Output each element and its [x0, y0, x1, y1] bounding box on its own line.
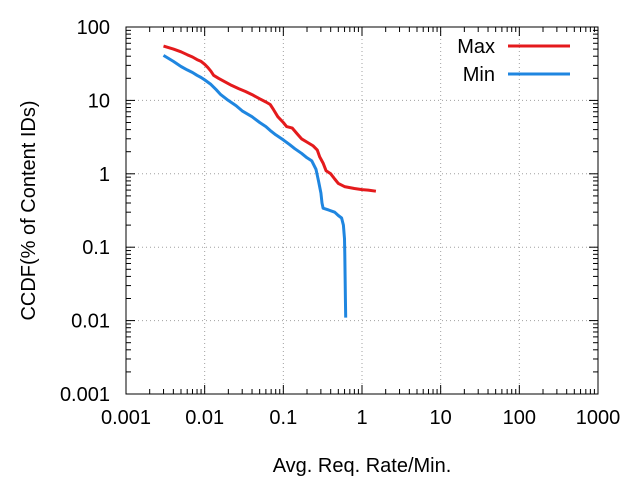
x-tick-label: 1	[356, 407, 367, 429]
x-tick-label: 100	[503, 407, 536, 429]
x-axis-title: Avg. Req. Rate/Min.	[273, 455, 452, 477]
x-tick-label: 0.001	[101, 407, 151, 429]
y-tick-label: 1	[99, 164, 110, 186]
plot-frame	[125, 26, 599, 395]
x-tick-label: 0.01	[185, 407, 224, 429]
legend-label-min: Min	[463, 64, 495, 86]
legend: Max Min	[457, 36, 570, 86]
y-tick-label: 10	[88, 90, 110, 112]
x-tick-label: 1000	[576, 407, 621, 429]
x-tick-label: 10	[430, 407, 452, 429]
grid-lines	[126, 27, 598, 394]
y-tick-label: 0.001	[60, 384, 110, 406]
series-line-min	[162, 54, 348, 318]
legend-label-max: Max	[457, 36, 495, 58]
x-tick-label: 0.1	[269, 407, 297, 429]
data-series	[162, 44, 377, 318]
axis-ticks: 0.001 0.01 0.1 1 10 100 1000 0.001 0.01 0.1 1 10 100	[60, 17, 620, 429]
y-tick-label: 0.1	[82, 237, 110, 259]
y-axis-title: CCDF(% of Content IDs)	[18, 100, 40, 320]
series-line-max	[163, 44, 377, 193]
y-tick-label: 0.01	[71, 311, 110, 333]
y-tick-label: 100	[77, 17, 110, 39]
